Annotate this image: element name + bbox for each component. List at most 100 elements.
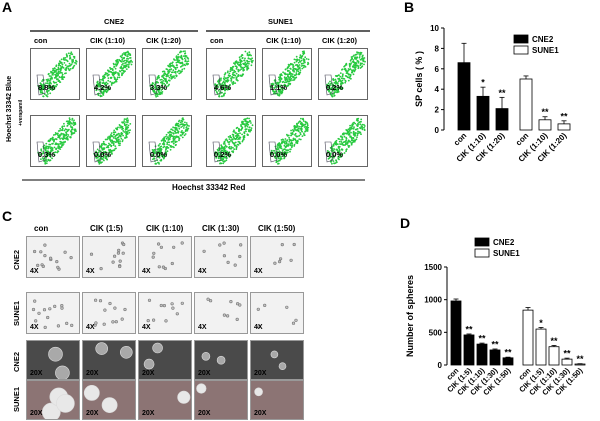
sphere-image: 20X bbox=[194, 340, 248, 380]
sphere-image: 20X bbox=[250, 340, 304, 380]
sphere-image: 20X bbox=[26, 380, 80, 420]
sp-percentage: 4.2% bbox=[94, 83, 112, 92]
sp-gate bbox=[148, 141, 158, 163]
bar bbox=[450, 300, 462, 366]
magnification-label: 20X bbox=[142, 370, 155, 377]
condition-label: CIK (1:20) bbox=[146, 36, 182, 45]
row-label: CNE2 bbox=[12, 249, 21, 270]
scatter-plot bbox=[30, 48, 80, 100]
scatter-plot bbox=[142, 115, 192, 167]
bar bbox=[557, 123, 571, 131]
significance-star: * bbox=[539, 318, 543, 328]
sp-gate bbox=[268, 141, 278, 163]
legend-swatch bbox=[513, 45, 529, 55]
y-tick-label: 10 bbox=[430, 24, 439, 33]
magnification-label: 20X bbox=[86, 370, 99, 377]
sphere-image: 20X bbox=[82, 380, 136, 420]
condition-label: CIK (1:50) bbox=[258, 224, 296, 233]
significance-star: ** bbox=[541, 107, 549, 117]
sp-gate bbox=[324, 74, 334, 96]
sp-percentage: 0.0% bbox=[326, 150, 344, 159]
sp-percentage: 0.0% bbox=[150, 150, 168, 159]
scatter-plot bbox=[318, 48, 368, 100]
sp-percentage: 0.2% bbox=[326, 83, 344, 92]
condition-label: CIK (1:10) bbox=[146, 224, 184, 233]
condition-label: CIK (1:10) bbox=[90, 36, 126, 45]
bar bbox=[502, 357, 514, 366]
legend-label: CNE2 bbox=[532, 35, 554, 44]
sphere-image: 4X bbox=[26, 292, 80, 334]
row-label: SUNE1 bbox=[12, 300, 21, 326]
scatter-plot bbox=[206, 115, 256, 167]
sp-percentage: 3.3% bbox=[150, 83, 168, 92]
legend-swatch bbox=[513, 34, 529, 44]
significance-star: ** bbox=[478, 334, 486, 344]
sp-gate bbox=[92, 74, 102, 96]
scatter-plot bbox=[86, 48, 136, 100]
legend-label: SUNE1 bbox=[532, 46, 559, 55]
y-tick-label: 500 bbox=[429, 328, 443, 337]
bar bbox=[457, 62, 471, 131]
magnification-label: 20X bbox=[198, 410, 211, 417]
sp-percentage: 0.0% bbox=[270, 150, 288, 159]
significance-star: ** bbox=[465, 324, 473, 334]
bar bbox=[538, 119, 552, 131]
sp-gate bbox=[36, 141, 46, 163]
y-tick-label: 0 bbox=[435, 126, 440, 135]
y-axis-title: SP cells ( % ) bbox=[414, 51, 424, 107]
sphere-image: 4X bbox=[194, 292, 248, 334]
condition-label: CIK (1:30) bbox=[202, 224, 240, 233]
bar bbox=[519, 78, 533, 131]
magnification-label: 4X bbox=[142, 268, 151, 275]
sp-percentage: 0.2% bbox=[214, 150, 232, 159]
scatter-plot bbox=[142, 48, 192, 100]
y-axis-title: Number of spheres bbox=[405, 275, 415, 357]
panel-a-frame bbox=[22, 30, 370, 181]
scatter-plot bbox=[262, 48, 312, 100]
significance-star: ** bbox=[563, 349, 571, 359]
condition-label: CIK (1:5) bbox=[90, 224, 123, 233]
scatter-plot bbox=[262, 115, 312, 167]
bar bbox=[522, 309, 534, 366]
significance-star: ** bbox=[504, 348, 512, 358]
sphere-image: 20X bbox=[194, 380, 248, 420]
legend-swatch bbox=[474, 237, 490, 247]
condition-label: con bbox=[210, 36, 224, 45]
magnification-label: 4X bbox=[198, 268, 207, 275]
magnification-label: 20X bbox=[254, 370, 267, 377]
sphere-image: 4X bbox=[194, 236, 248, 278]
y-tick-label: 1500 bbox=[424, 263, 442, 272]
sphere-image: 20X bbox=[250, 380, 304, 420]
condition-label: CIK (1:20) bbox=[322, 36, 358, 45]
magnification-label: 20X bbox=[142, 410, 155, 417]
sphere-image: 20X bbox=[138, 340, 192, 380]
magnification-label: 20X bbox=[30, 370, 43, 377]
bar bbox=[476, 95, 490, 131]
panel-a-letter: A bbox=[2, 0, 13, 15]
y-tick-label: 2 bbox=[435, 106, 440, 115]
bar bbox=[489, 349, 501, 366]
magnification-label: 4X bbox=[30, 324, 39, 331]
magnification-label: 4X bbox=[86, 324, 95, 331]
sp-percentage: 4.6% bbox=[214, 83, 232, 92]
sp-gate bbox=[36, 74, 46, 96]
panel-c-letter: C bbox=[2, 208, 13, 224]
sp-gate bbox=[92, 141, 102, 163]
bar bbox=[476, 343, 488, 366]
sphere-image: 4X bbox=[26, 236, 80, 278]
sphere-image: 4X bbox=[250, 292, 304, 334]
y-tick-label: 8 bbox=[435, 44, 440, 53]
sp-percentage: 0.0% bbox=[94, 150, 112, 159]
significance-star: ** bbox=[550, 336, 558, 346]
magnification-label: 4X bbox=[254, 268, 263, 275]
sp-gate bbox=[148, 74, 158, 96]
y-tick-label: 0 bbox=[438, 361, 443, 370]
legend-swatch bbox=[474, 248, 490, 258]
magnification-label: 20X bbox=[198, 370, 211, 377]
sp-percentage: 8.8% bbox=[38, 83, 56, 92]
sphere-image: 20X bbox=[26, 340, 80, 380]
legend-label: SUNE1 bbox=[493, 249, 520, 258]
significance-star: * bbox=[481, 78, 485, 88]
